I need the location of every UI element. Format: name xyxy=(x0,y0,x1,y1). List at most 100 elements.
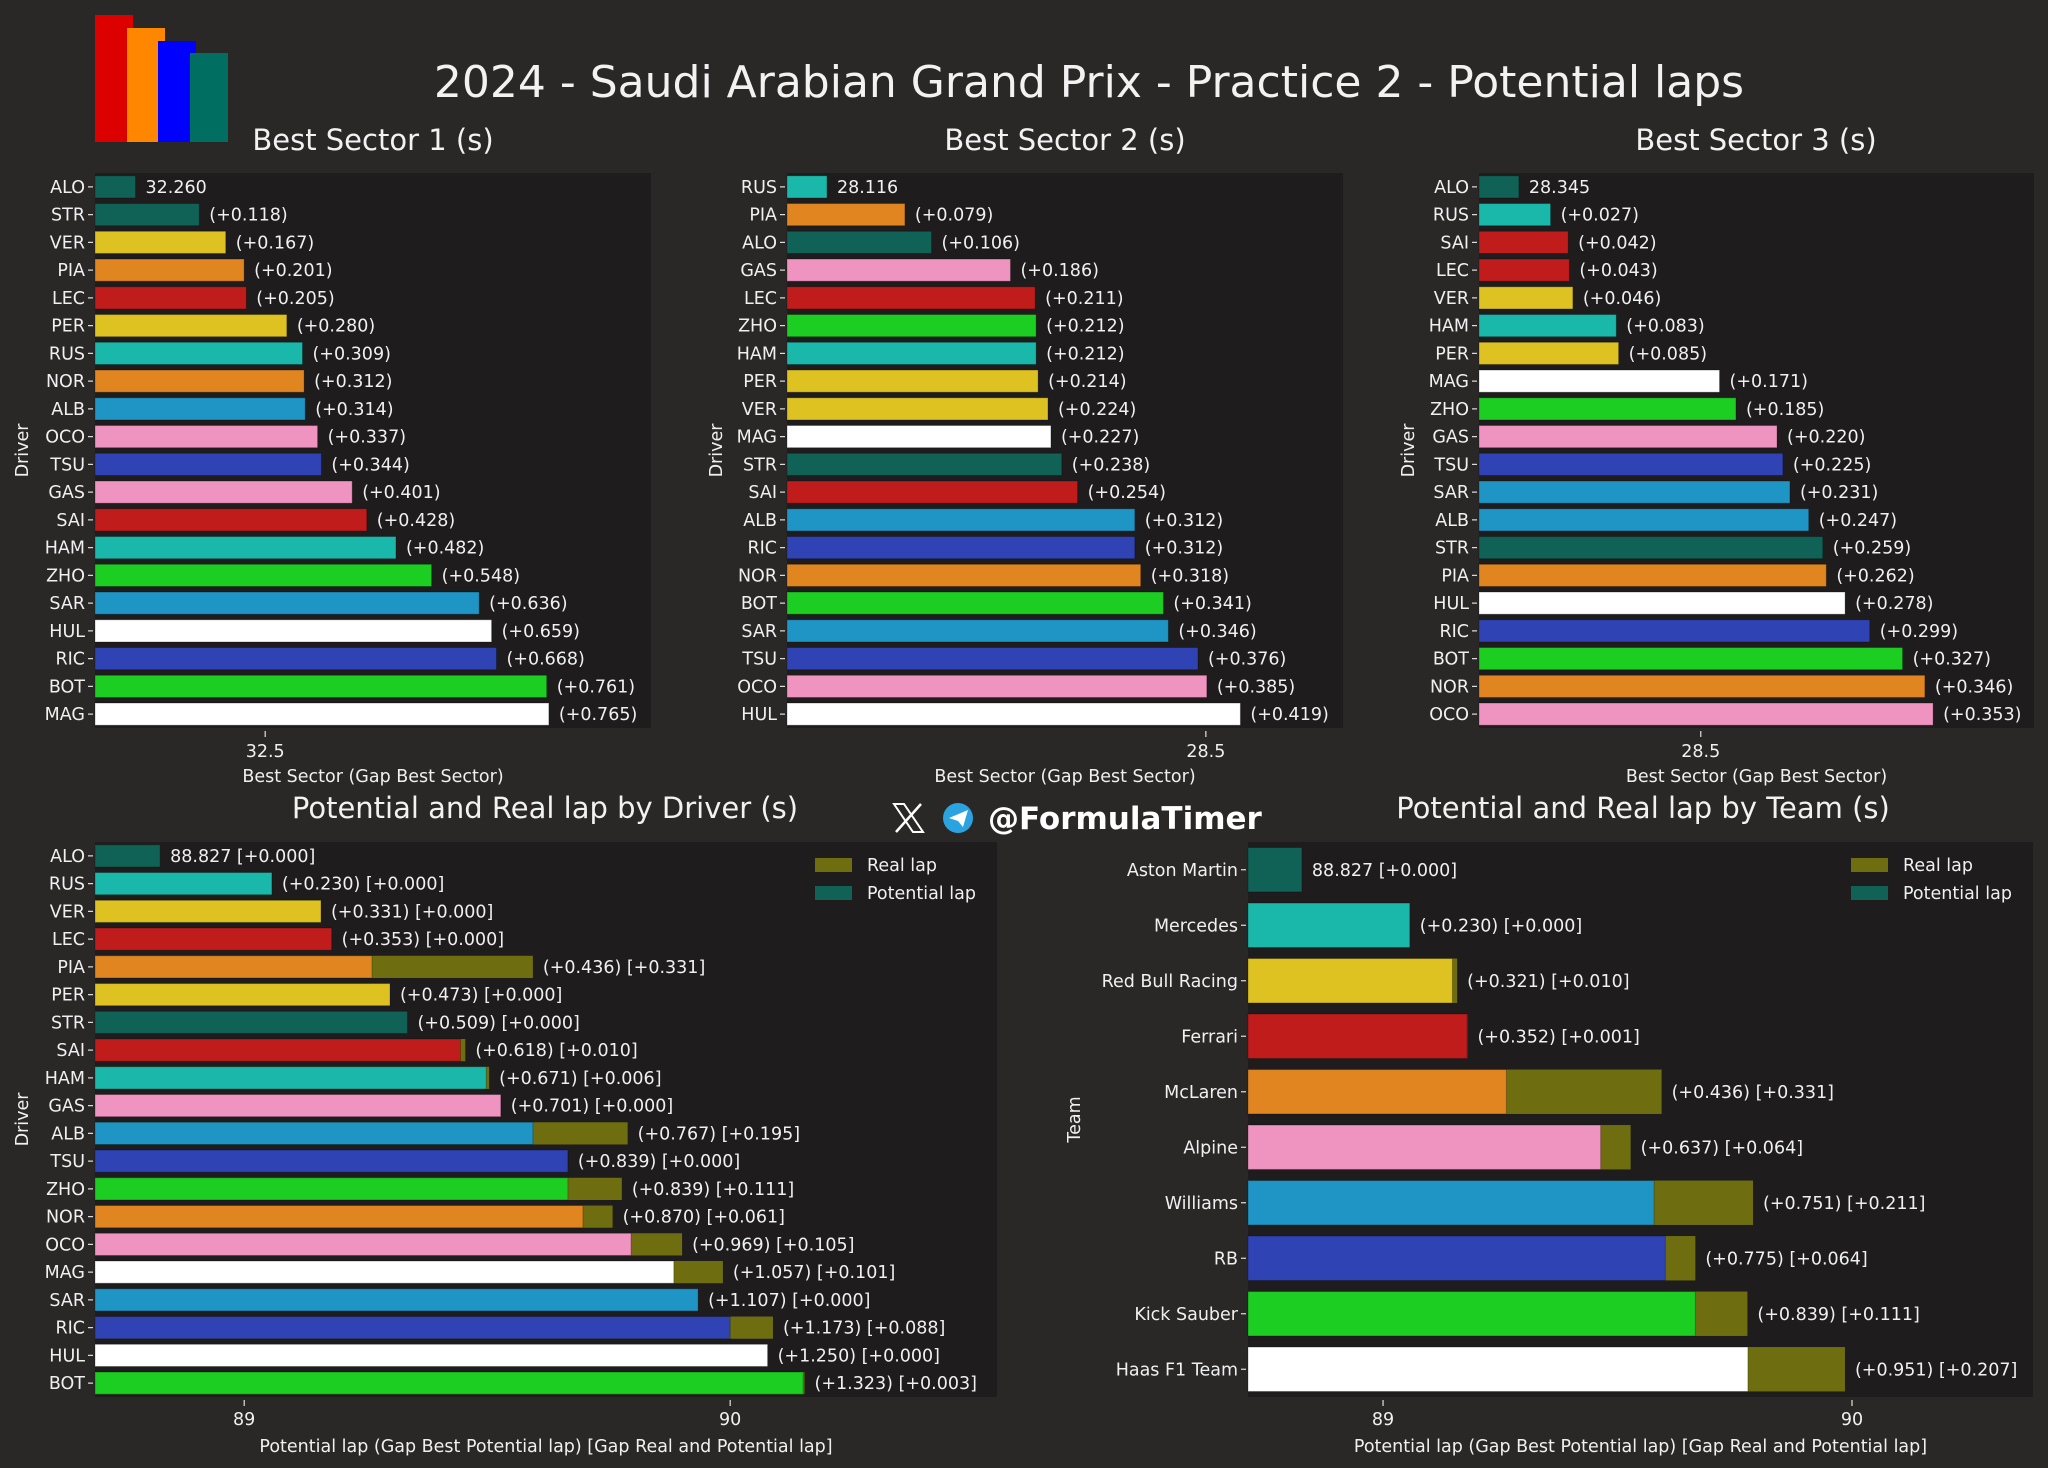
potential-lap-bar xyxy=(94,1177,569,1201)
chart-title: Best Sector 2 (s) xyxy=(944,123,1185,157)
sector-bar xyxy=(94,591,480,615)
y-tick-label: RIC xyxy=(1439,622,1469,642)
data-label: (+0.220) xyxy=(1787,428,1865,448)
y-tick-label: VER xyxy=(50,233,85,253)
sector-bar xyxy=(1478,647,1904,671)
y-tick-label: HAM xyxy=(737,344,777,364)
data-label: (+0.171) xyxy=(1730,372,1808,392)
y-tick-label: HUL xyxy=(1433,594,1469,614)
plot-area xyxy=(787,173,1343,728)
data-label: (+0.212) xyxy=(1046,317,1124,337)
y-tick-label: ZHO xyxy=(46,566,85,586)
y-tick-label: HUL xyxy=(49,1346,85,1366)
y-tick-label: PIA xyxy=(57,261,85,281)
y-tick-label: STR xyxy=(51,206,85,226)
y-tick-label: VER xyxy=(50,902,85,922)
sector-bar xyxy=(94,369,305,393)
y-axis-label: Driver xyxy=(13,1092,33,1147)
sector-bar xyxy=(94,563,433,587)
y-tick-label: ZHO xyxy=(46,1180,85,1200)
y-tick-label: RIC xyxy=(55,1319,85,1339)
potential-lap-bar xyxy=(1247,1069,1507,1115)
data-label: (+0.353) xyxy=(1943,705,2021,725)
potential-lap-bar xyxy=(1247,1291,1696,1337)
sector-bar xyxy=(1478,619,1871,643)
sector-bar xyxy=(94,397,306,421)
sector-bar xyxy=(1478,369,1721,393)
y-tick-label: VER xyxy=(742,400,777,420)
y-tick-label: NOR xyxy=(46,1208,85,1228)
data-label: (+0.637) [+0.064] xyxy=(1641,1138,1803,1158)
y-tick-label: RUS xyxy=(49,344,85,364)
data-label: 32.260 xyxy=(146,178,207,198)
data-label: (+0.331) [+0.000] xyxy=(331,902,493,922)
data-label: (+0.227) xyxy=(1061,428,1139,448)
sector-bar xyxy=(1478,314,1617,338)
chart-title: Potential and Real lap by Team (s) xyxy=(1396,791,1890,825)
sector-bar xyxy=(94,674,548,698)
y-tick-label: Haas F1 Team xyxy=(1116,1360,1238,1380)
data-label: (+0.401) xyxy=(362,483,440,503)
y-tick-label: RIC xyxy=(747,539,777,559)
data-label: (+0.473) [+0.000] xyxy=(400,986,562,1006)
y-tick-label: OCO xyxy=(737,677,777,697)
data-label: (+0.254) xyxy=(1088,483,1166,503)
data-label: (+1.173) [+0.088] xyxy=(783,1319,945,1339)
y-tick-label: RIC xyxy=(55,650,85,670)
data-label: (+0.231) xyxy=(1800,483,1878,503)
y-axis-label: Driver xyxy=(1399,423,1419,478)
legend-swatch-real-lap xyxy=(815,858,852,872)
sector-bar xyxy=(1478,702,1934,726)
legend-label-real-lap: Real lap xyxy=(867,856,937,876)
data-label: (+0.321) [+0.010] xyxy=(1467,972,1629,992)
y-tick-label: GAS xyxy=(48,483,85,503)
y-tick-label: OCO xyxy=(1429,705,1469,725)
potential-lap-bar xyxy=(94,927,333,951)
y-tick-label: Kick Sauber xyxy=(1134,1305,1238,1325)
data-label: (+1.107) [+0.000] xyxy=(708,1291,870,1311)
y-tick-label: SAR xyxy=(49,594,85,614)
legend-swatch-real-lap xyxy=(1851,858,1888,872)
y-tick-label: NOR xyxy=(1430,677,1469,697)
sector-bar xyxy=(1478,425,1778,449)
y-tick-label: OCO xyxy=(45,1235,85,1255)
potential-lap-bar xyxy=(94,1371,804,1395)
sector-bar xyxy=(94,341,303,365)
y-tick-label: PIA xyxy=(57,958,85,978)
plot-area xyxy=(95,173,651,728)
potential-lap-bar xyxy=(94,1205,584,1229)
sector-bar xyxy=(786,397,1049,421)
data-label: (+0.346) xyxy=(1178,622,1256,642)
data-label: (+0.428) xyxy=(377,511,455,531)
potential-lap-bar xyxy=(94,955,373,979)
data-label: (+0.118) xyxy=(209,206,287,226)
data-label: (+0.278) xyxy=(1855,594,1933,614)
data-label: (+0.224) xyxy=(1058,400,1136,420)
data-label: (+0.751) [+0.211] xyxy=(1763,1194,1925,1214)
y-tick-label: ALB xyxy=(51,400,85,420)
data-label: (+0.419) xyxy=(1250,705,1328,725)
sector-bar xyxy=(94,452,322,476)
y-tick-label: NOR xyxy=(738,566,777,586)
data-label: (+0.385) xyxy=(1217,677,1295,697)
sector-bar xyxy=(94,702,550,726)
data-label: (+0.212) xyxy=(1046,344,1124,364)
data-label: (+0.259) xyxy=(1833,539,1911,559)
y-tick-label: LEC xyxy=(52,930,85,950)
data-label: (+0.314) xyxy=(315,400,393,420)
y-tick-label: STR xyxy=(1435,539,1469,559)
y-tick-label: Red Bull Racing xyxy=(1102,972,1238,992)
data-label: (+0.775) [+0.064] xyxy=(1705,1249,1867,1269)
potential-lap-bar xyxy=(1247,1180,1655,1226)
potential-lap-bar xyxy=(1247,1124,1602,1170)
data-label: (+0.701) [+0.000] xyxy=(511,1097,673,1117)
data-label: (+0.352) [+0.001] xyxy=(1477,1027,1639,1047)
y-tick-label: ALO xyxy=(1434,178,1469,198)
data-label: (+0.951) [+0.207] xyxy=(1855,1360,2017,1380)
y-tick-label: STR xyxy=(51,1013,85,1033)
potential-lap-bar xyxy=(94,872,273,896)
data-label: (+0.299) xyxy=(1880,622,1958,642)
y-tick-label: SAR xyxy=(49,1291,85,1311)
potential-lap-bar xyxy=(94,1149,569,1173)
sector-bar xyxy=(786,563,1142,587)
